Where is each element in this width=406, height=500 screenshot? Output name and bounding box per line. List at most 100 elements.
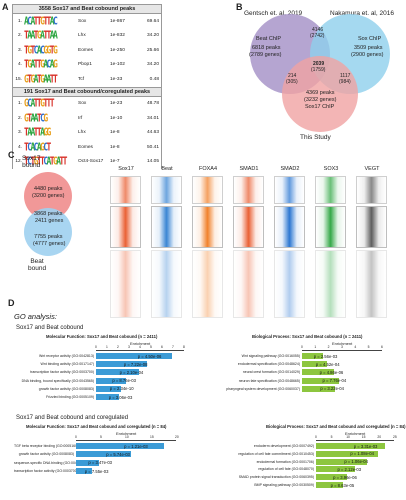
go-tick-label: 1 [314,345,317,349]
go-pvalue: p = 3.47e-03 [88,460,113,466]
go-tick-label: 7 [172,345,174,349]
venn-diagram [250,14,390,132]
go-axis [96,350,184,351]
go-pvalue: p = 1.08e-04 [350,451,374,457]
go-tick-label: 25 [393,435,397,439]
go-bar [302,361,328,368]
motif-rank: 15. [15,76,22,82]
motif-pvalue: 1e-23 [110,101,123,107]
go-pvalue: p = 8.63e-05 [330,482,355,488]
heatmap-track-label: VEGT [364,166,380,172]
heatmap-block [151,250,182,318]
go-term-label: regulation of cell fate commitment (GO:0… [238,451,314,456]
motif-row: 3. T A A T T A G G Lhx 1e-8 44.63 [12,125,162,140]
go-tick-label: 15 [150,435,154,439]
heatmap-block [233,206,264,248]
sox17-bound-circle [24,172,72,220]
go-axis-title: Enrichment [130,341,151,346]
go-term-label: neuron fate specification (GO:0048665) [238,378,300,383]
go-term-label: Wnt signaling pathway (GO:0016055) [241,354,300,358]
motif-row: 1. G C A T T G T T T Sox 1e-23 48.78 [12,96,162,111]
motif-tf: Sox [78,18,87,24]
go-axis-title: Enrichment [332,341,353,346]
go-tick-label: 10 [125,435,129,439]
go-tick-label: 0 [95,345,97,349]
motif-pvalue: 1e-8 [110,130,120,136]
go-bar [316,466,355,473]
venn-circle-sox17-this-study [282,56,358,132]
motif-tf: Eomes [78,47,93,53]
go-bar [96,377,126,384]
motif-header-coregulated: 191 Sox17 and Beat cobound/coregulated p… [12,86,162,97]
motif-rank: 4. [17,62,22,68]
go-tick-label: 4 [139,345,141,349]
venn-sox17-peaks: 4369 peaks [306,90,335,96]
go-tick-label: 8 [183,345,185,349]
motif-tf: Tcf [78,76,85,82]
venn-beat-genes: (2789 genes) [249,52,282,58]
go-chart-title: Molecular Function: Sox17 and Beat cobou… [46,334,158,339]
beat-bound-peaks: 7755 peaks [34,234,63,240]
panel-b-letter: B [236,2,243,12]
motif-percent: 44.63 [146,130,159,136]
go-bar [96,369,139,376]
go-bar [96,385,122,392]
venn-sox-peaks: 3509 peaks [354,45,383,51]
go-bar [316,450,379,457]
go-sub-coregulated: Sox17 and Beat cobound and coregulated [16,415,129,421]
go-pvalue: p = 4.52e-04 [315,361,340,367]
motif-tf: Sox [78,101,87,107]
go-bar [76,451,131,458]
motif-percent: 34.01 [146,115,159,121]
go-term-label: TGF beta receptor binding (GO:0005160) [14,444,79,448]
go-bar [316,443,385,449]
go-term-label: endodermal formation (GO:0001706) [256,459,314,464]
go-tick-label: 15 [361,435,366,439]
go-tick-label: 3 [341,345,343,349]
motif-tf: Lhx [78,130,86,136]
heatmap-track-label: SMAD2 [280,166,300,172]
venn-beat-title: Beat ChIP [256,36,282,42]
go-axis [302,350,382,351]
go-term-label: BMP signaling pathway (GO:0030509) [254,483,314,487]
heatmap-block [110,176,141,204]
go-pvalue: p = 3.31e-03 [353,443,378,449]
go-term-label: SMAD protein signal transduction (GO:006… [238,475,314,480]
venn-ab-count: 4146 [312,27,324,33]
go-tick-label: 2 [327,345,330,349]
panel-c-letter: C [8,150,15,160]
go-bar [76,443,164,449]
motif-pvalue: 1e-250 [110,47,125,53]
go-bar [316,482,343,488]
venn-center-genes: (1759) [311,67,326,73]
motif-tf: Eomes [78,144,93,150]
go-heading: GO analysis: [14,312,57,321]
go-term-label: growth factor activity (GO:0008083) [18,452,74,457]
heatmap-track-label: FOXA4 [198,166,218,172]
heatmap-track-label: SMAD1 [239,166,259,172]
go-tick-label: 5 [330,435,333,439]
motif-percent: 34.20 [146,33,159,39]
venn-ac-genes: (305) [286,79,298,85]
motif-rank: 1. [17,101,22,107]
go-pvalue: p = 2.10e-04 [119,369,144,375]
go-bar [76,468,92,475]
motif-percent: 48.78 [146,101,159,107]
venn-bc-genes: (984) [339,79,351,85]
panel-a-letter: A [2,2,9,12]
heatmap-block [315,176,346,204]
go-term-label: sequence-specific DNA binding (GO:004356… [14,460,86,465]
go-term-label: DNA binding, bound specifically (GO:0043… [21,378,94,383]
go-pvalue: p = 3.06e-03 [108,394,133,400]
motif-pvalue: 1e-33 [110,76,123,82]
go-pvalue: p = 1.21e-03 [124,443,148,449]
go-tick-label: 6 [161,345,163,349]
go-bar [96,353,172,359]
shared-peaks: 3868 peaks [34,211,63,217]
motif-rank: 3. [17,47,22,53]
go-tick-label: 5 [100,435,102,439]
